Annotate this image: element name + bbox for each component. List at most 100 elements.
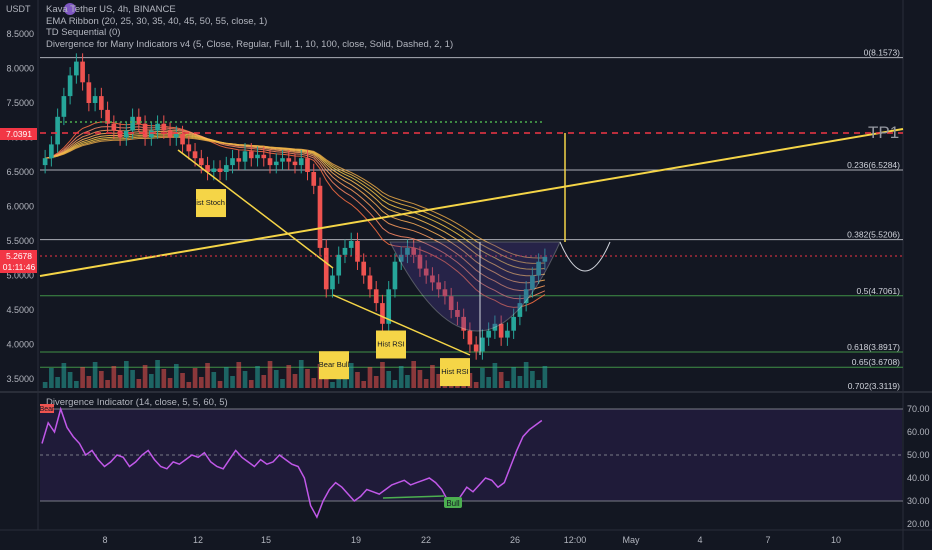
tp-label: TP1: [868, 123, 899, 142]
drawings[interactable]: TP1: [39, 121, 904, 356]
candle-body: [267, 158, 273, 166]
candle-body: [473, 344, 479, 352]
candle-body: [74, 61, 79, 76]
candle-body: [486, 330, 491, 338]
candle-body: [117, 130, 123, 138]
volume-bar: [92, 362, 98, 388]
countdown-timer: 01:11:46: [3, 262, 36, 272]
bull-signal-label: Bull: [446, 499, 460, 508]
volume-bar: [86, 376, 92, 388]
td-legend[interactable]: TD Sequential (0): [46, 27, 121, 38]
candle-body: [430, 275, 435, 283]
signal-box: [319, 351, 349, 380]
signal-box-label: Hist RSI: [441, 367, 469, 376]
volume-bar: [273, 370, 279, 388]
candle-body: [298, 158, 304, 166]
oscillator-legend[interactable]: Divergence Indicator (14, close, 5, 5, 6…: [46, 397, 228, 408]
signal-labels: Hist Stoch 2 Hist RSI Bear Bull Hist RSI: [191, 189, 470, 387]
fib-label: 0(8.1573): [864, 48, 901, 58]
signal-box-label: Hist Stoch 2: [191, 198, 231, 207]
volume-bar: [348, 363, 354, 388]
candle-body: [417, 254, 423, 269]
divergence-legend[interactable]: Divergence for Many Indicators v4 (5, Cl…: [46, 38, 454, 50]
fib-label: 0.702(3.3119): [848, 381, 900, 391]
candle-body: [498, 323, 504, 338]
volume-bar: [61, 363, 67, 388]
volume-bar: [99, 371, 104, 388]
volume-bar: [55, 377, 60, 388]
volume-bar: [292, 374, 298, 388]
candle-body: [80, 61, 85, 83]
candle-body: [423, 268, 429, 276]
candle-body: [186, 144, 192, 152]
fib-label: 0.5(4.7061): [857, 286, 901, 296]
candle-body: [517, 303, 523, 317]
volume-bar: [161, 369, 167, 388]
candle-body: [111, 123, 117, 131]
oscillator-tick: 70.00: [907, 404, 930, 414]
trendline-rising[interactable]: [39, 128, 904, 277]
price-axis[interactable]: 8.50008.00007.50007.00006.50006.00005.50…: [6, 29, 34, 384]
date-tick: 7: [765, 535, 770, 545]
trendline-falling[interactable]: [177, 149, 334, 269]
volume-bar: [180, 373, 185, 388]
volume-bar: [205, 363, 210, 388]
candle-body: [67, 75, 73, 97]
candle-body: [355, 241, 360, 262]
volume-bar: [155, 360, 160, 388]
candle-body: [223, 165, 229, 172]
candle-body: [523, 289, 529, 304]
volume-bar: [261, 375, 267, 388]
volume-bar: [405, 375, 410, 388]
candle-body: [155, 123, 160, 131]
cup-shape[interactable]: [389, 241, 561, 332]
candle-body: [323, 247, 329, 290]
candle-body: [255, 154, 260, 159]
candle-body: [292, 161, 298, 166]
date-tick: 19: [351, 535, 361, 545]
date-tick: 15: [261, 535, 271, 545]
candle-body: [386, 289, 392, 324]
candle-body: [130, 116, 135, 131]
volume-bar: [223, 367, 229, 388]
price-tick: 8.0000: [6, 64, 34, 74]
date-tick: 10: [831, 535, 841, 545]
candle-body: [236, 158, 242, 162]
candle-body: [173, 134, 179, 138]
candle-body: [411, 247, 417, 255]
candle-body: [192, 151, 198, 159]
oscillator-axis[interactable]: 70.00 60.00 50.00 40.00 30.00 20.00: [907, 404, 930, 529]
candle-body: [211, 168, 217, 172]
candle-body: [505, 330, 510, 338]
candle-body: [455, 310, 460, 317]
symbol-legend[interactable]: Kava Tether US, 4h, BINANCE: [46, 4, 176, 15]
volume-bar: [511, 367, 516, 388]
indicator-badge-icon[interactable]: [64, 3, 76, 15]
ema-legend[interactable]: EMA Ribbon (20, 25, 30, 35, 40, 45, 50, …: [46, 15, 268, 27]
date-tick: 12: [193, 535, 203, 545]
volume-bar: [392, 380, 398, 388]
volume-bar: [267, 361, 273, 388]
volume-bar: [367, 367, 373, 388]
volume-bar: [42, 382, 48, 388]
oscillator-tick: 30.00: [907, 496, 930, 506]
volume-bar: [423, 379, 429, 388]
handle-shape[interactable]: [559, 241, 611, 272]
candle-body: [436, 282, 442, 290]
volume-bar: [117, 375, 123, 388]
volume-bar: [173, 364, 179, 388]
candle-body: [55, 116, 60, 145]
volume-bar: [517, 376, 523, 388]
date-axis[interactable]: 8 12 15 19 22 26 12:00 May 4 7 10: [102, 535, 841, 545]
volume-bar: [505, 381, 510, 388]
trendline-lower[interactable]: [332, 294, 471, 356]
current-price-tag: [0, 250, 37, 273]
date-tick: 12:00: [564, 535, 587, 545]
volume-bar: [111, 366, 117, 388]
candles: [42, 53, 548, 360]
candle-body: [205, 165, 210, 172]
candle-body: [405, 247, 410, 255]
candle-body: [361, 261, 367, 276]
ema-ribbon-line: [45, 136, 545, 259]
